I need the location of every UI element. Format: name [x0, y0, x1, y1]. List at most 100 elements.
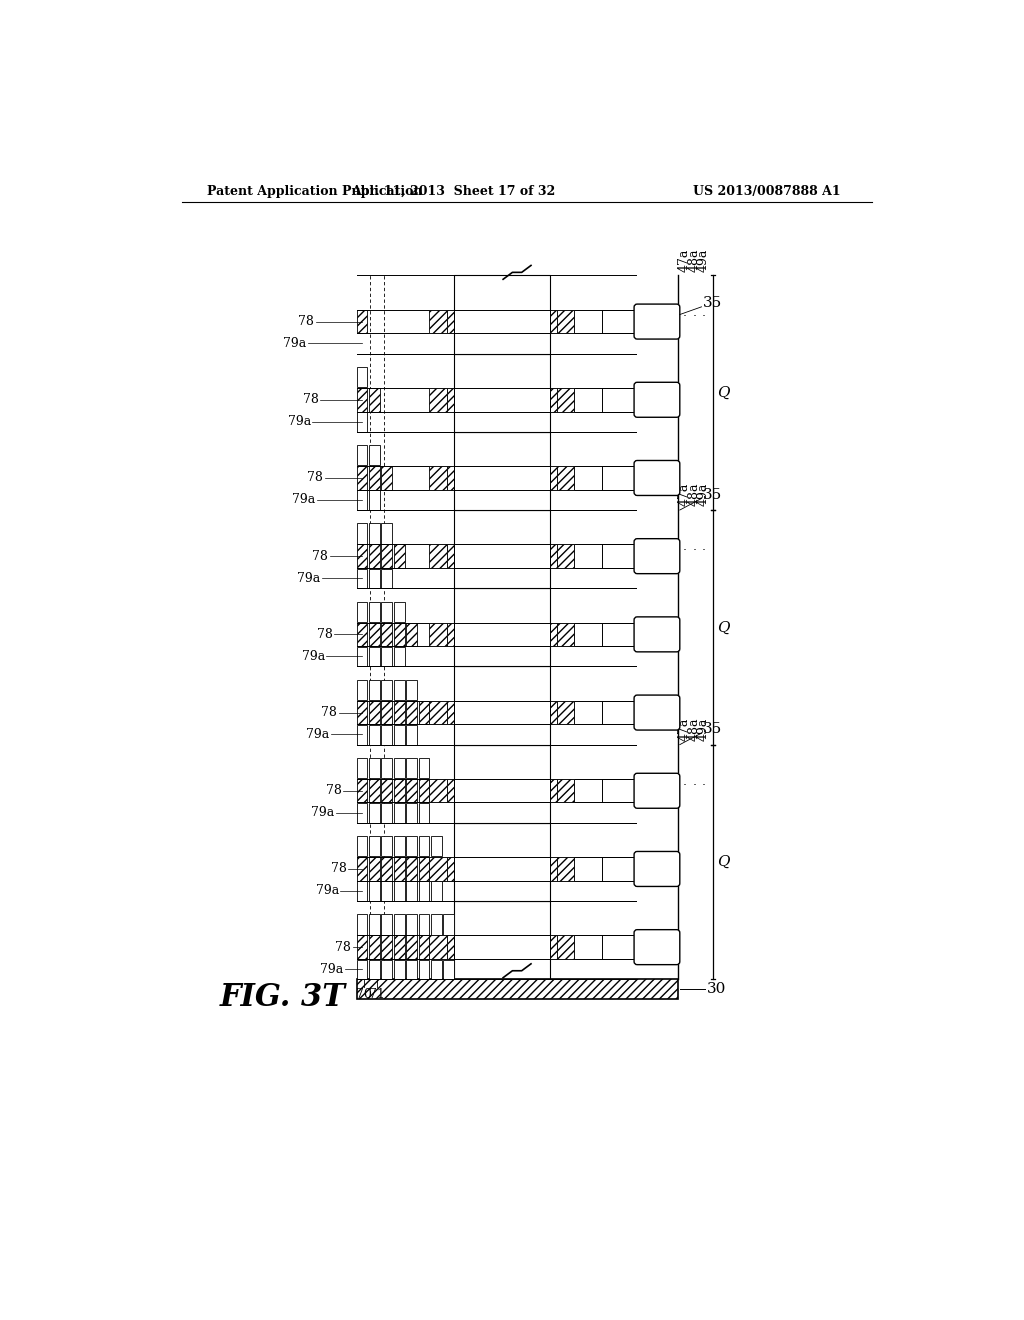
- Bar: [550, 623, 557, 645]
- Bar: [356, 915, 368, 935]
- Bar: [419, 857, 429, 880]
- Text: 35: 35: [703, 296, 722, 310]
- Bar: [369, 523, 380, 544]
- Bar: [381, 680, 392, 700]
- Bar: [407, 857, 417, 880]
- Text: 79a: 79a: [292, 494, 315, 507]
- Bar: [369, 725, 380, 744]
- Bar: [446, 310, 454, 334]
- Text: 49a: 49a: [696, 483, 710, 506]
- Bar: [446, 544, 454, 568]
- Text: Q: Q: [717, 855, 729, 869]
- Text: 71: 71: [369, 989, 385, 1002]
- Bar: [369, 804, 380, 822]
- Bar: [369, 623, 380, 645]
- Bar: [356, 680, 368, 700]
- Bar: [446, 623, 454, 645]
- Bar: [356, 623, 368, 645]
- Bar: [454, 354, 550, 432]
- Bar: [454, 466, 550, 490]
- Bar: [369, 960, 380, 979]
- Text: Q: Q: [717, 385, 729, 400]
- FancyBboxPatch shape: [634, 929, 680, 965]
- Bar: [454, 902, 550, 979]
- FancyBboxPatch shape: [634, 616, 680, 652]
- Bar: [407, 936, 417, 958]
- Bar: [429, 857, 446, 880]
- FancyBboxPatch shape: [634, 851, 680, 887]
- Bar: [407, 680, 417, 700]
- Text: Q: Q: [717, 620, 729, 635]
- Bar: [381, 836, 392, 857]
- Bar: [394, 544, 404, 568]
- FancyBboxPatch shape: [634, 774, 680, 808]
- Bar: [356, 960, 368, 979]
- Bar: [454, 432, 550, 510]
- Bar: [394, 836, 404, 857]
- Bar: [381, 569, 392, 589]
- Bar: [356, 701, 368, 725]
- Bar: [381, 466, 392, 490]
- Bar: [356, 857, 368, 880]
- Bar: [574, 544, 602, 568]
- Text: 49a: 49a: [696, 717, 710, 741]
- Bar: [356, 882, 368, 902]
- Bar: [446, 779, 454, 803]
- Text: Patent Application Publication: Patent Application Publication: [207, 185, 423, 198]
- Text: 79a: 79a: [288, 416, 311, 428]
- Bar: [446, 466, 454, 490]
- Text: 35: 35: [703, 722, 722, 737]
- Bar: [429, 466, 446, 490]
- Bar: [394, 915, 404, 935]
- Bar: [550, 857, 557, 880]
- Bar: [454, 936, 550, 958]
- Bar: [369, 779, 380, 803]
- Bar: [394, 623, 404, 645]
- Bar: [454, 667, 550, 744]
- Text: 47a: 47a: [678, 717, 691, 741]
- Bar: [574, 701, 602, 725]
- Text: 78: 78: [307, 471, 324, 484]
- Bar: [429, 936, 446, 958]
- Bar: [394, 602, 404, 622]
- Bar: [550, 310, 557, 334]
- Bar: [356, 758, 368, 779]
- Text: 78: 78: [322, 706, 337, 719]
- Bar: [550, 544, 557, 568]
- Bar: [557, 623, 574, 645]
- Bar: [419, 701, 429, 725]
- Text: FIG. 3T: FIG. 3T: [219, 982, 345, 1014]
- Bar: [356, 491, 368, 510]
- Bar: [574, 388, 602, 412]
- Bar: [574, 623, 602, 645]
- Bar: [431, 836, 442, 857]
- Bar: [454, 744, 550, 822]
- FancyBboxPatch shape: [634, 539, 680, 574]
- Bar: [356, 779, 368, 803]
- Text: 49a: 49a: [696, 248, 710, 272]
- Text: 70: 70: [356, 989, 373, 1002]
- Bar: [381, 882, 392, 902]
- Bar: [443, 936, 455, 958]
- Bar: [454, 310, 550, 334]
- Bar: [454, 857, 550, 880]
- Text: 48a: 48a: [687, 248, 700, 272]
- Bar: [356, 936, 368, 958]
- FancyBboxPatch shape: [634, 696, 680, 730]
- Text: 78: 78: [298, 315, 314, 329]
- Bar: [394, 779, 404, 803]
- Bar: [381, 915, 392, 935]
- Bar: [446, 701, 454, 725]
- Bar: [419, 758, 429, 779]
- Bar: [443, 915, 455, 935]
- Bar: [557, 779, 574, 803]
- Bar: [574, 779, 602, 803]
- Bar: [419, 804, 429, 822]
- Bar: [431, 960, 442, 979]
- Bar: [394, 936, 404, 958]
- Bar: [394, 804, 404, 822]
- Bar: [419, 915, 429, 935]
- Bar: [356, 310, 368, 334]
- Bar: [446, 936, 454, 958]
- Bar: [446, 388, 454, 412]
